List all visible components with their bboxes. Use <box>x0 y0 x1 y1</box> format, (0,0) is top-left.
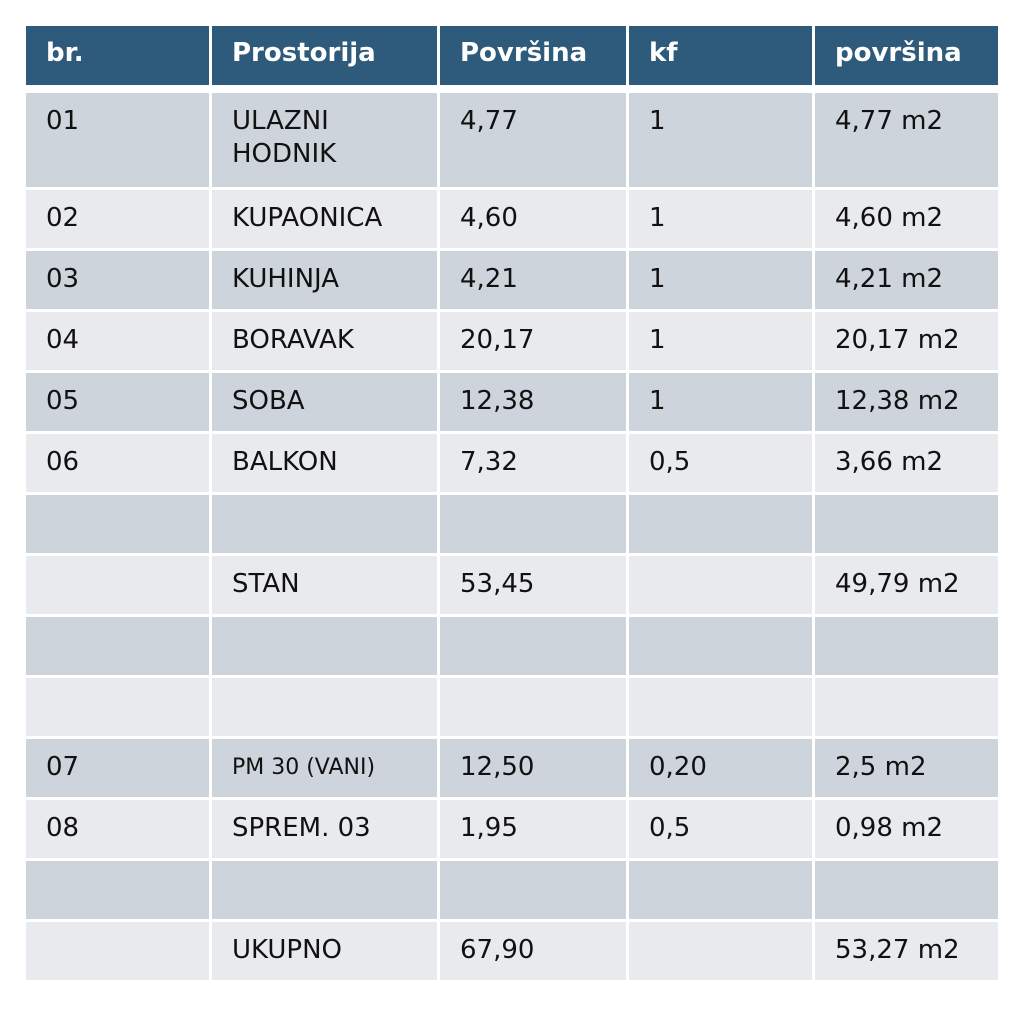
cell-net-area: 53,27 m2 <box>815 922 998 980</box>
cell-room: SOBA <box>212 373 437 431</box>
cell-net-area: 2,5 m2 <box>815 739 998 797</box>
table-row: 06 BALKON 7,32 0,5 3,66 m2 <box>26 434 998 492</box>
table-row: 07 PM 30 (VANI) 12,50 0,20 2,5 m2 <box>26 739 998 797</box>
cell-coefficient <box>629 617 812 675</box>
table-row-subtotal: STAN 53,45 49,79 m2 <box>26 556 998 614</box>
cell-coefficient <box>629 922 812 980</box>
table-row-empty <box>26 678 998 736</box>
cell-coefficient: 1 <box>629 312 812 370</box>
cell-area: 4,77 <box>440 93 626 187</box>
cell-room <box>212 678 437 736</box>
cell-area: 20,17 <box>440 312 626 370</box>
table-row: 08 SPREM. 03 1,95 0,5 0,98 m2 <box>26 800 998 858</box>
cell-number: 02 <box>26 190 209 248</box>
cell-coefficient: 1 <box>629 251 812 309</box>
cell-room <box>212 861 437 919</box>
header-cell-number: br. <box>26 26 209 90</box>
cell-area: 12,38 <box>440 373 626 431</box>
cell-area <box>440 678 626 736</box>
cell-net-area: 4,21 m2 <box>815 251 998 309</box>
cell-coefficient: 1 <box>629 93 812 187</box>
header-cell-area: Površina <box>440 26 626 90</box>
cell-number <box>26 678 209 736</box>
cell-number: 07 <box>26 739 209 797</box>
cell-net-area: 20,17 m2 <box>815 312 998 370</box>
table-row-empty <box>26 617 998 675</box>
table-row-empty <box>26 495 998 553</box>
cell-coefficient: 1 <box>629 373 812 431</box>
cell-net-area <box>815 678 998 736</box>
cell-area: 4,21 <box>440 251 626 309</box>
cell-net-area <box>815 861 998 919</box>
cell-net-area: 4,77 m2 <box>815 93 998 187</box>
table-row-empty <box>26 861 998 919</box>
cell-room: SPREM. 03 <box>212 800 437 858</box>
cell-coefficient <box>629 861 812 919</box>
cell-number <box>26 861 209 919</box>
cell-coefficient <box>629 556 812 614</box>
cell-coefficient: 0,20 <box>629 739 812 797</box>
cell-net-area: 3,66 m2 <box>815 434 998 492</box>
cell-coefficient: 0,5 <box>629 800 812 858</box>
header-cell-room: Prostorija <box>212 26 437 90</box>
table-header: br. Prostorija Površina kf površina <box>26 26 998 90</box>
area-table: br. Prostorija Površina kf površina 01 U… <box>23 23 1001 983</box>
cell-number: 05 <box>26 373 209 431</box>
cell-number <box>26 617 209 675</box>
cell-number: 01 <box>26 93 209 187</box>
cell-number: 03 <box>26 251 209 309</box>
cell-net-area: 12,38 m2 <box>815 373 998 431</box>
header-cell-net-area: površina <box>815 26 998 90</box>
header-row: br. Prostorija Površina kf površina <box>26 26 998 90</box>
cell-room <box>212 617 437 675</box>
cell-area: 1,95 <box>440 800 626 858</box>
table-row: 04 BORAVAK 20,17 1 20,17 m2 <box>26 312 998 370</box>
cell-area <box>440 861 626 919</box>
cell-number: 06 <box>26 434 209 492</box>
cell-area: 53,45 <box>440 556 626 614</box>
cell-room <box>212 495 437 553</box>
cell-number: 08 <box>26 800 209 858</box>
cell-number <box>26 556 209 614</box>
cell-area: 67,90 <box>440 922 626 980</box>
table-row: 01 ULAZNI HODNIK 4,77 1 4,77 m2 <box>26 93 998 187</box>
cell-coefficient: 0,5 <box>629 434 812 492</box>
cell-number <box>26 922 209 980</box>
table-row-total: UKUPNO 67,90 53,27 m2 <box>26 922 998 980</box>
cell-number <box>26 495 209 553</box>
cell-coefficient: 1 <box>629 190 812 248</box>
cell-area <box>440 617 626 675</box>
table-row: 03 KUHINJA 4,21 1 4,21 m2 <box>26 251 998 309</box>
cell-area <box>440 495 626 553</box>
cell-room: PM 30 (VANI) <box>212 739 437 797</box>
cell-room: KUHINJA <box>212 251 437 309</box>
cell-coefficient <box>629 678 812 736</box>
table-row: 05 SOBA 12,38 1 12,38 m2 <box>26 373 998 431</box>
cell-room: UKUPNO <box>212 922 437 980</box>
area-table-container: br. Prostorija Površina kf površina 01 U… <box>26 26 998 980</box>
cell-room: STAN <box>212 556 437 614</box>
cell-net-area: 4,60 m2 <box>815 190 998 248</box>
table-row: 02 KUPAONICA 4,60 1 4,60 m2 <box>26 190 998 248</box>
cell-coefficient <box>629 495 812 553</box>
cell-net-area <box>815 495 998 553</box>
cell-room: BORAVAK <box>212 312 437 370</box>
cell-net-area: 0,98 m2 <box>815 800 998 858</box>
cell-number: 04 <box>26 312 209 370</box>
cell-room: KUPAONICA <box>212 190 437 248</box>
cell-area: 7,32 <box>440 434 626 492</box>
table-body: 01 ULAZNI HODNIK 4,77 1 4,77 m2 02 KUPAO… <box>26 93 998 980</box>
cell-area: 4,60 <box>440 190 626 248</box>
cell-area: 12,50 <box>440 739 626 797</box>
cell-room: BALKON <box>212 434 437 492</box>
header-cell-coefficient: kf <box>629 26 812 90</box>
cell-net-area: 49,79 m2 <box>815 556 998 614</box>
cell-net-area <box>815 617 998 675</box>
cell-room: ULAZNI HODNIK <box>212 93 437 187</box>
